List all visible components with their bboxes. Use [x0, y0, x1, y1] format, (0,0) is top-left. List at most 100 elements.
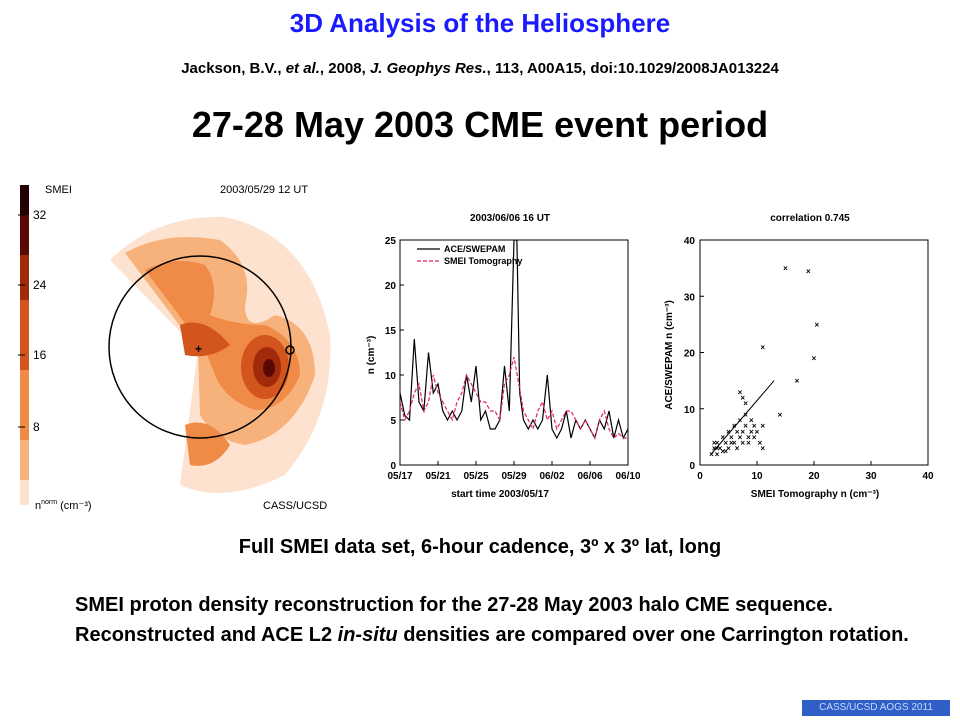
scatter-point: ×	[740, 394, 745, 403]
citation-authors: Jackson, B.V.,	[181, 60, 286, 77]
scatter-point: ×	[777, 410, 782, 419]
y-tick-label: 10	[385, 371, 397, 382]
earth-marker-icon	[285, 345, 295, 355]
y-tick-label: 25	[385, 236, 397, 247]
scatter-point: ×	[812, 354, 817, 363]
scatter-point: ×	[729, 433, 734, 442]
y-tick-label: 30	[684, 292, 696, 303]
map-label: SMEI	[45, 184, 72, 196]
scatter-point: ×	[815, 320, 820, 329]
scale-tick: 24	[33, 278, 47, 292]
footer-badge: CASS/UCSD AOGS 2011	[802, 700, 950, 716]
heliosphere-map: 32 24 16 8 SMEI 2003/05/29 12 UT nnorm (…	[18, 184, 331, 512]
density-time-series-chart: 2003/06/06 16 UT 0 5 10 15 20 25 05/17 05/21 05/…	[366, 213, 640, 500]
scatter-point: ×	[738, 433, 743, 442]
x-tick-label: 06/02	[539, 471, 564, 482]
x-tick-label: 05/29	[501, 471, 526, 482]
scatter-point: ×	[806, 267, 811, 276]
scatter-point: ×	[709, 450, 714, 459]
scatter-point: ×	[726, 427, 731, 436]
scale-unit-n: n	[35, 500, 41, 512]
scatter-point: ×	[758, 439, 763, 448]
x-tick-label: 0	[697, 471, 703, 482]
scatter-point: ×	[752, 433, 757, 442]
x-tick-label: 10	[751, 471, 763, 482]
y-tick-label: 20	[385, 281, 397, 292]
sun-marker-icon: +	[195, 342, 202, 356]
scatter-point: ×	[738, 416, 743, 425]
plot-area: 0 5 10 15 20 25 05/17 05/21 05/25 05/29 06/02 06/06…	[385, 236, 640, 482]
scale-tick: 16	[33, 348, 47, 362]
y-tick-label: 20	[684, 349, 696, 360]
x-tick-label: 30	[865, 471, 877, 482]
scatter-point: ×	[760, 343, 765, 352]
y-tick-label: 5	[390, 416, 396, 427]
page-title: 3D Analysis of the Heliosphere	[289, 8, 671, 38]
scatter-point: ×	[729, 439, 734, 448]
y-tick-label: 15	[385, 326, 397, 337]
x-axis-label: SMEI Tomography n (cm⁻³)	[751, 489, 879, 500]
plot-frame	[399, 239, 629, 466]
x-tick-label: 06/06	[577, 471, 602, 482]
scatter-point: ×	[749, 416, 754, 425]
map-date: 2003/05/29 12 UT	[220, 184, 308, 196]
y-axis-label: n (cm⁻³)	[366, 336, 377, 375]
scatter-point: ×	[746, 439, 751, 448]
ace-swepam-series-line	[400, 240, 628, 440]
scatter-point: ×	[720, 433, 725, 442]
scatter-point: ×	[720, 447, 725, 456]
y-tick-label: 10	[684, 405, 696, 416]
chart-title: correlation 0.745	[770, 213, 850, 224]
body-text: SMEI proton density reconstruction for t…	[75, 590, 915, 650]
scale-unit-text: (cm⁻³)	[57, 500, 92, 512]
citation-year: , 2008,	[319, 60, 370, 77]
body-text-italic: in-situ	[337, 624, 398, 646]
legend: ACE/SWEPAM SMEI Tomography	[417, 244, 522, 266]
scatter-point: ×	[715, 450, 720, 459]
scatter-point: ×	[743, 399, 748, 408]
scatter-point: ×	[743, 410, 748, 419]
x-axis-label: start time 2003/05/17	[451, 489, 549, 500]
x-tick-label: 05/25	[463, 471, 488, 482]
y-axis-label: ACE/SWEPAM n (cm⁻³)	[664, 300, 675, 410]
citation-journal: J. Geophys Res.	[369, 60, 487, 77]
scatter-point: ×	[715, 439, 720, 448]
y-tick-label: 0	[390, 461, 396, 472]
scatter-point: ×	[755, 427, 760, 436]
scatter-point: ×	[723, 447, 728, 456]
legend-label: ACE/SWEPAM	[444, 244, 505, 254]
scale-unit-sup: norm	[41, 499, 57, 506]
scatter-point: ×	[732, 439, 737, 448]
chart-title: 2003/06/06 16 UT	[470, 213, 550, 224]
scale-tick: 8	[33, 420, 40, 434]
scatter-point: ×	[712, 439, 717, 448]
x-tick-label: 05/17	[387, 471, 412, 482]
scatter-point: ×	[760, 422, 765, 431]
scatter-point: ×	[740, 427, 745, 436]
scatter-point: ×	[752, 422, 757, 431]
body-text-part1: SMEI proton density reconstruction for t…	[75, 594, 833, 646]
body-text-part2: densities are compared over one Carringt…	[397, 624, 909, 646]
scatter-point: ×	[726, 444, 731, 453]
scale-unit: nnorm (cm⁻³)	[35, 499, 92, 512]
scatter-point: ×	[712, 444, 717, 453]
scatter-point: ×	[723, 439, 728, 448]
density-region	[110, 216, 331, 493]
x-tick-label: 05/21	[425, 471, 450, 482]
scatter-point: ×	[732, 422, 737, 431]
scatter-point: ×	[746, 433, 751, 442]
x-tick-label: 40	[922, 471, 934, 482]
y-tick-label: 0	[689, 461, 695, 472]
x-tick-label: 06/10	[615, 471, 640, 482]
scatter-point: ×	[760, 444, 765, 453]
scatter-point: ×	[715, 444, 720, 453]
smei-tomography-series-line	[400, 356, 628, 440]
citation: Jackson, B.V., et al., 2008, J. Geophys …	[0, 60, 960, 77]
scatter-point: ×	[783, 264, 788, 273]
scatter-point: ×	[738, 388, 743, 397]
fit-line	[711, 380, 775, 455]
y-tick-label: 40	[684, 236, 696, 247]
slide-subtitle: 27-28 May 2003 CME event period	[191, 104, 769, 145]
